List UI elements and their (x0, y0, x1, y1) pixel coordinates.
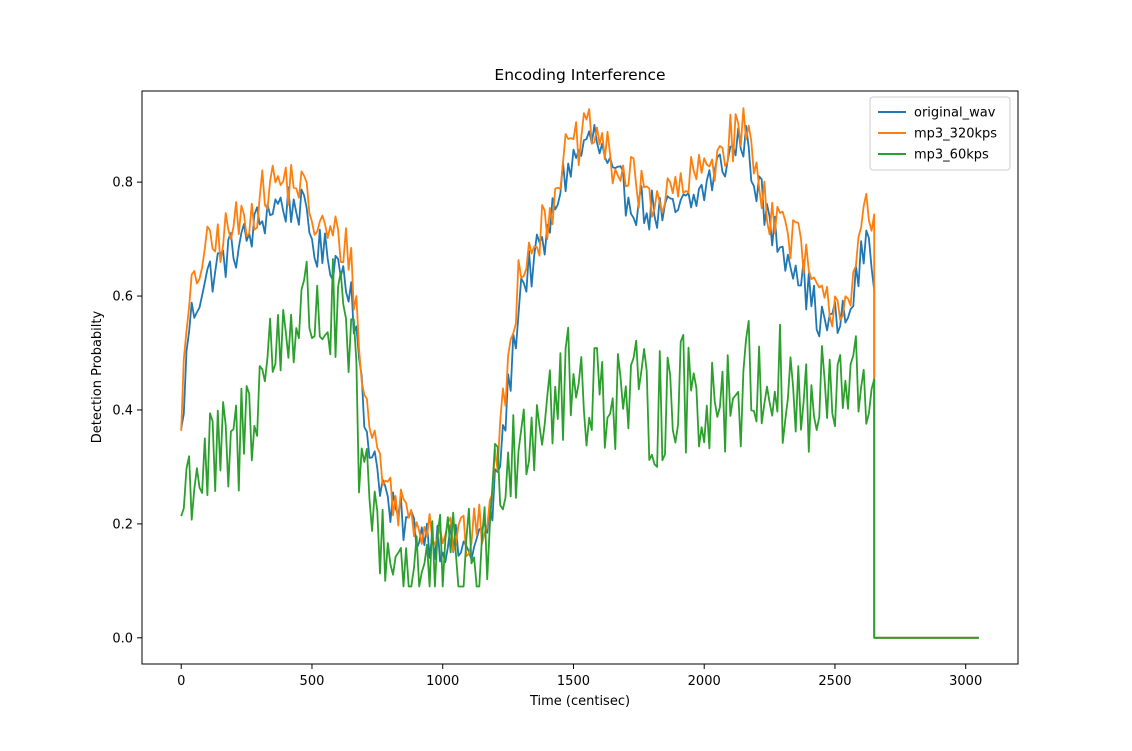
x-tick-label: 0 (177, 674, 185, 689)
plot-area (180, 107, 979, 639)
legend-label: mp3_320kps (914, 127, 997, 142)
series-line-mp3-60kps (180, 258, 979, 639)
chart-title: Encoding Interference (494, 66, 665, 84)
legend-box (869, 96, 1011, 171)
x-tick-label: 500 (300, 674, 325, 689)
legend: original_wav mp3_320kps mp3_60kps (869, 96, 1011, 171)
x-axis: 0 500 1000 1500 2000 2500 3000 (177, 664, 982, 689)
y-tick-label: 0.8 (112, 176, 133, 191)
y-tick-label: 0.0 (112, 631, 133, 646)
y-tick-label: 0.4 (112, 403, 133, 418)
x-axis-label: Time (centisec) (529, 694, 630, 709)
plot-frame (141, 90, 1019, 665)
legend-label: original_wav (914, 106, 996, 121)
y-tick-label: 0.6 (112, 290, 133, 305)
x-tick-label: 2500 (818, 674, 851, 689)
series-line-mp3-320kps (180, 107, 979, 639)
x-tick-label: 1500 (557, 674, 590, 689)
y-tick-label: 0.2 (112, 517, 133, 532)
y-axis: 0.0 0.2 0.4 0.6 0.8 (112, 176, 142, 646)
legend-label: mp3_60kps (914, 148, 989, 163)
x-tick-label: 3000 (949, 674, 982, 689)
x-tick-label: 2000 (688, 674, 721, 689)
y-axis-label: Detection Probabilty (90, 311, 105, 444)
x-tick-label: 1000 (426, 674, 459, 689)
